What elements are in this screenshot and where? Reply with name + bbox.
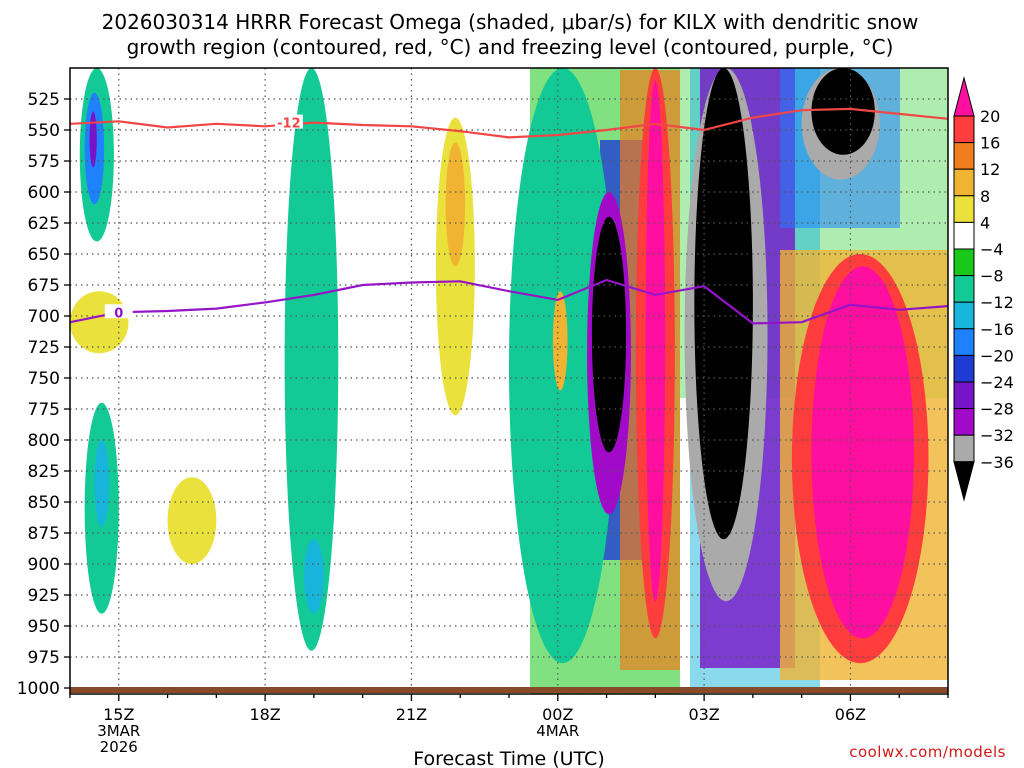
colorbar-swatch	[953, 221, 975, 250]
colorbar-swatch	[953, 328, 975, 356]
y-tick-label: 625	[28, 214, 60, 234]
shaded-region	[591, 216, 627, 453]
y-tick-label: 850	[28, 493, 60, 513]
y-tick-label: 650	[28, 245, 60, 265]
colorbar-swatch	[953, 354, 975, 383]
y-tick-label: 950	[28, 617, 60, 637]
contour-label-bg	[274, 114, 303, 129]
x-tick-label: 03Z	[688, 705, 719, 724]
x-tick-date-label: 3MAR	[97, 722, 140, 740]
y-tick-label: 700	[28, 307, 60, 327]
chart-title-line-2: growth region (contoured, red, °C) and f…	[127, 35, 894, 59]
shaded-region	[94, 440, 110, 527]
colorbar-label: −8	[980, 267, 1004, 286]
colorbar-label: 16	[980, 134, 1000, 153]
shaded-region	[645, 80, 666, 602]
colorbar-bottom-arrow	[953, 461, 975, 502]
contour-lines: -12 0	[70, 107, 948, 325]
shaded-region	[284, 68, 339, 651]
grid-lines	[70, 68, 948, 694]
x-tick-label: 15Z	[103, 705, 134, 724]
y-tick-label: 800	[28, 431, 60, 451]
y-tick-label: 825	[28, 462, 60, 482]
chart-title-line-1: 2026030314 HRRR Forecast Omega (shaded, …	[102, 10, 919, 34]
x-tick-label: 06Z	[835, 705, 866, 724]
colorbar-label: −28	[980, 400, 1014, 419]
colorbar-swatch	[953, 275, 975, 303]
dendritic-growth-contour	[70, 107, 948, 139]
y-tick-label: 925	[28, 586, 60, 606]
colorbar-label: −32	[980, 426, 1014, 445]
colorbar-swatch	[953, 248, 975, 277]
y-tick-label: 600	[28, 183, 60, 203]
y-axis: 525 550 575 600 625 650 675 700 725 750 775 800 825 8…	[17, 90, 70, 699]
y-tick-label: 975	[28, 648, 60, 668]
x-tick-label: 00Z	[542, 705, 573, 724]
shaded-region	[167, 477, 217, 564]
freezing-level-contour	[70, 278, 948, 325]
shaded-region	[694, 68, 753, 540]
x-tick-label: 21Z	[396, 705, 427, 724]
x-tick-date-label: 4MAR	[536, 722, 579, 740]
contour-label-bg	[104, 304, 133, 319]
y-tick-label: 550	[28, 121, 60, 141]
colorbar-label: −24	[980, 373, 1014, 392]
colorbar-swatch	[953, 381, 975, 410]
colorbar-swatch	[953, 301, 975, 330]
contour-label: -12	[277, 117, 301, 132]
shaded-region	[89, 111, 97, 168]
y-tick-label: 750	[28, 369, 60, 389]
colorbar-label: 8	[980, 187, 990, 206]
shaded-region	[811, 266, 914, 639]
colorbar-label: 20	[980, 107, 1000, 126]
colorbar-swatch	[953, 434, 975, 463]
ground-strip	[70, 687, 948, 693]
y-tick-label: 725	[28, 338, 60, 358]
colorbar-label: −36	[980, 453, 1014, 472]
shaded-region	[445, 142, 466, 267]
colorbar-label: −4	[980, 240, 1004, 259]
colorbar-label: −20	[980, 346, 1014, 365]
y-tick-label: 775	[28, 400, 60, 420]
y-tick-label: 525	[28, 90, 60, 110]
colorbar-label: −16	[980, 320, 1014, 339]
shaded-region	[552, 291, 568, 391]
shaded-region	[304, 539, 324, 614]
y-tick-label: 900	[28, 555, 60, 575]
colorbar: 20 16 12 8 4 −4 −8 −12 −16 −20 −24 −28 −32 −36	[953, 76, 1014, 502]
x-axis-title: Forecast Time (UTC)	[413, 748, 604, 768]
y-tick-label: 875	[28, 524, 60, 544]
colorbar-swatch	[953, 408, 975, 436]
y-tick-label: 1000	[17, 679, 60, 699]
y-tick-label: 575	[28, 152, 60, 172]
colorbar-top-arrow	[953, 76, 975, 117]
colorbar-label: −12	[980, 293, 1014, 312]
x-tick-year-label: 2026	[100, 738, 138, 756]
colorbar-label: 12	[980, 160, 1000, 179]
colorbar-swatch	[953, 142, 975, 170]
colorbar-swatch	[953, 168, 975, 197]
colorbar-label: 4	[980, 213, 990, 232]
colorbar-swatch	[953, 195, 975, 223]
contour-label: 0	[114, 306, 123, 321]
shaded-region	[70, 291, 129, 354]
colorbar-swatch	[953, 115, 975, 144]
credit-text: coolwx.com/models	[849, 743, 1006, 761]
shaded-region	[435, 117, 475, 416]
x-tick-label: 18Z	[249, 705, 280, 724]
shaded-region	[811, 68, 875, 155]
y-tick-label: 675	[28, 276, 60, 296]
